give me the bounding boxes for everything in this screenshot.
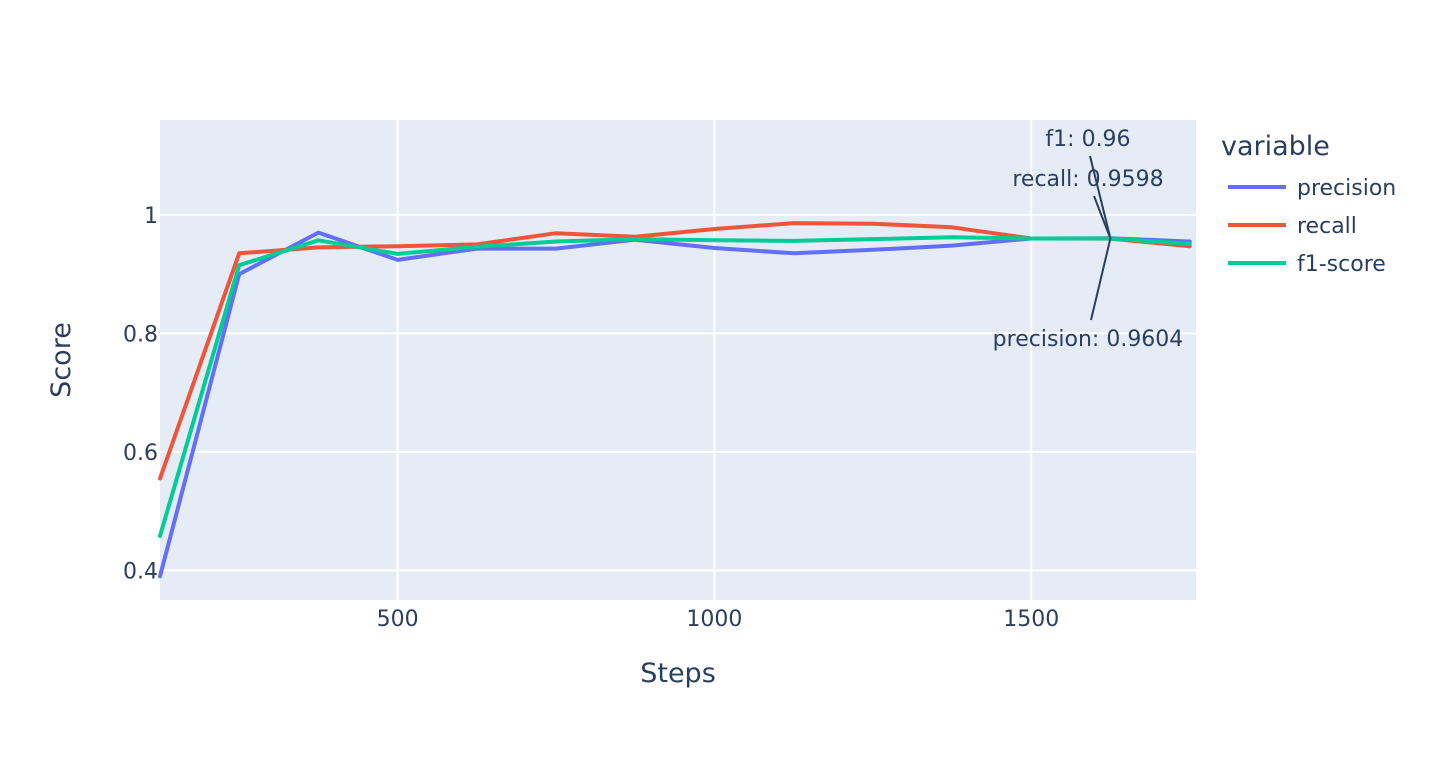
x-tick-label: 1000 [686, 607, 742, 632]
series-lines [158, 221, 1192, 579]
legend: variable precision recall f1-score [1221, 131, 1396, 277]
legend-label-f1-score: f1-score [1297, 252, 1386, 277]
y-tick-label: 0.8 [123, 322, 158, 347]
annotation-label: f1: 0.96 [1045, 127, 1130, 152]
legend-title: variable [1221, 131, 1330, 162]
annotation-label: recall: 0.9598 [1012, 167, 1163, 192]
annotation-label: precision: 0.9604 [993, 327, 1184, 352]
y-tick-label: 0.4 [123, 559, 158, 584]
y-axis-ticks: 0.4 0.6 0.8 1 [123, 204, 158, 585]
x-tick-label: 500 [377, 607, 419, 632]
x-tick-label: 1500 [1003, 607, 1059, 632]
annotation-arrow [1089, 155, 1112, 239]
grid-lines [160, 120, 1196, 600]
x-axis-ticks: 500 1000 1500 [377, 607, 1060, 632]
y-tick-label: 0.6 [123, 441, 158, 466]
legend-label-recall: recall [1297, 214, 1357, 239]
y-axis-title: Score [46, 322, 77, 398]
series-line-f1-score [158, 235, 1192, 538]
annotation-arrow [1090, 238, 1112, 321]
x-axis-title: Steps [640, 658, 716, 689]
plot-background [160, 120, 1196, 600]
y-tick-label: 1 [144, 204, 158, 229]
annotations: f1: 0.96 recall: 0.9598 precision: 0.9604 [993, 127, 1184, 352]
legend-label-precision: precision [1297, 176, 1396, 201]
annotation-arrow [1093, 195, 1112, 239]
